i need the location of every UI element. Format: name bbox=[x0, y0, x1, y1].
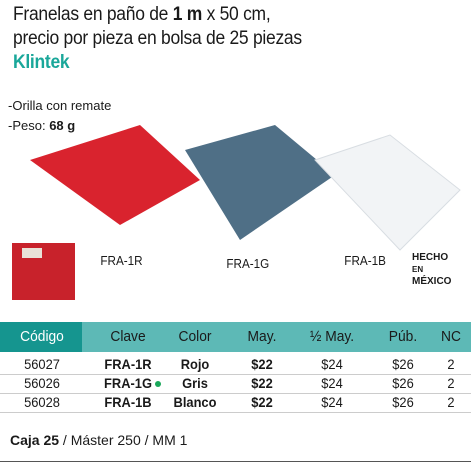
grey-cloth bbox=[185, 125, 335, 240]
badge-line: MÉXICO bbox=[412, 276, 452, 287]
badge-line: EN bbox=[412, 265, 424, 274]
cell: FRA-1B bbox=[104, 394, 152, 410]
cell: $22 bbox=[251, 394, 273, 410]
cell: FRA-1R bbox=[104, 356, 152, 372]
feature: -Orilla con remate bbox=[8, 98, 112, 113]
cell: FRA-1G bbox=[104, 375, 152, 391]
cell: $26 bbox=[392, 375, 414, 391]
footer-rest: / Máster 250 / MM 1 bbox=[59, 432, 188, 448]
row-rule bbox=[0, 393, 471, 394]
cell: $26 bbox=[392, 356, 414, 372]
table-header-key bbox=[0, 322, 82, 352]
product-images bbox=[12, 125, 461, 300]
cell: 56028 bbox=[24, 394, 60, 410]
footer-bold: Caja 25 bbox=[10, 432, 60, 448]
feature-bold: 68 g bbox=[49, 118, 76, 133]
badge: HECHO EN MÉXICO bbox=[412, 252, 451, 288]
cell: 2 bbox=[447, 356, 455, 372]
badge-line: HECHO bbox=[412, 252, 449, 263]
brand: Klintek bbox=[13, 52, 70, 73]
cell: $24 bbox=[321, 356, 343, 372]
product-label: FRA-1B bbox=[344, 253, 386, 268]
white-cloth bbox=[314, 134, 461, 251]
row-rule bbox=[0, 374, 471, 375]
cell: $22 bbox=[251, 375, 273, 391]
new-marker bbox=[155, 381, 161, 387]
column-header: Clave bbox=[110, 328, 146, 345]
column-header: NC bbox=[441, 328, 461, 345]
title-post: x 50 cm, bbox=[201, 4, 271, 25]
column-header: May. bbox=[247, 328, 277, 345]
column-header: Color bbox=[178, 328, 212, 345]
cell: 56026 bbox=[24, 375, 60, 391]
red-cloth bbox=[30, 125, 200, 225]
cell: Blanco bbox=[173, 394, 217, 410]
product-label: FRA-1G bbox=[226, 256, 270, 271]
cell: $26 bbox=[392, 394, 414, 410]
cell: Gris bbox=[182, 375, 208, 391]
cell: 2 bbox=[447, 394, 455, 410]
cell: 2 bbox=[447, 375, 455, 391]
thumbnail-tag bbox=[22, 248, 42, 258]
cell: Rojo bbox=[180, 356, 210, 372]
title: Franelas en paño de 1 m x 50 cm, bbox=[13, 4, 271, 26]
cell: $22 bbox=[251, 356, 273, 372]
footer: Caja 25 / Máster 250 / MM 1 bbox=[10, 432, 187, 448]
row-rule bbox=[0, 412, 471, 413]
column-header: Púb. bbox=[388, 328, 418, 345]
title-line2: precio por pieza en bolsa de 25 piezas bbox=[13, 28, 302, 49]
feature: -Peso: 68 g bbox=[8, 118, 75, 133]
bottom-rule bbox=[0, 461, 471, 462]
column-header: Código bbox=[20, 328, 64, 345]
title-bold: 1 m bbox=[172, 4, 203, 25]
title-pre: Franelas en paño de bbox=[13, 4, 173, 25]
cell: $24 bbox=[321, 375, 343, 391]
cell: 56027 bbox=[24, 356, 60, 372]
feature-text: -Peso: bbox=[8, 118, 50, 133]
thumbnail bbox=[12, 243, 75, 300]
column-header: ½ May. bbox=[309, 328, 355, 345]
cell: $24 bbox=[321, 394, 343, 410]
product-label: FRA-1R bbox=[100, 253, 143, 268]
